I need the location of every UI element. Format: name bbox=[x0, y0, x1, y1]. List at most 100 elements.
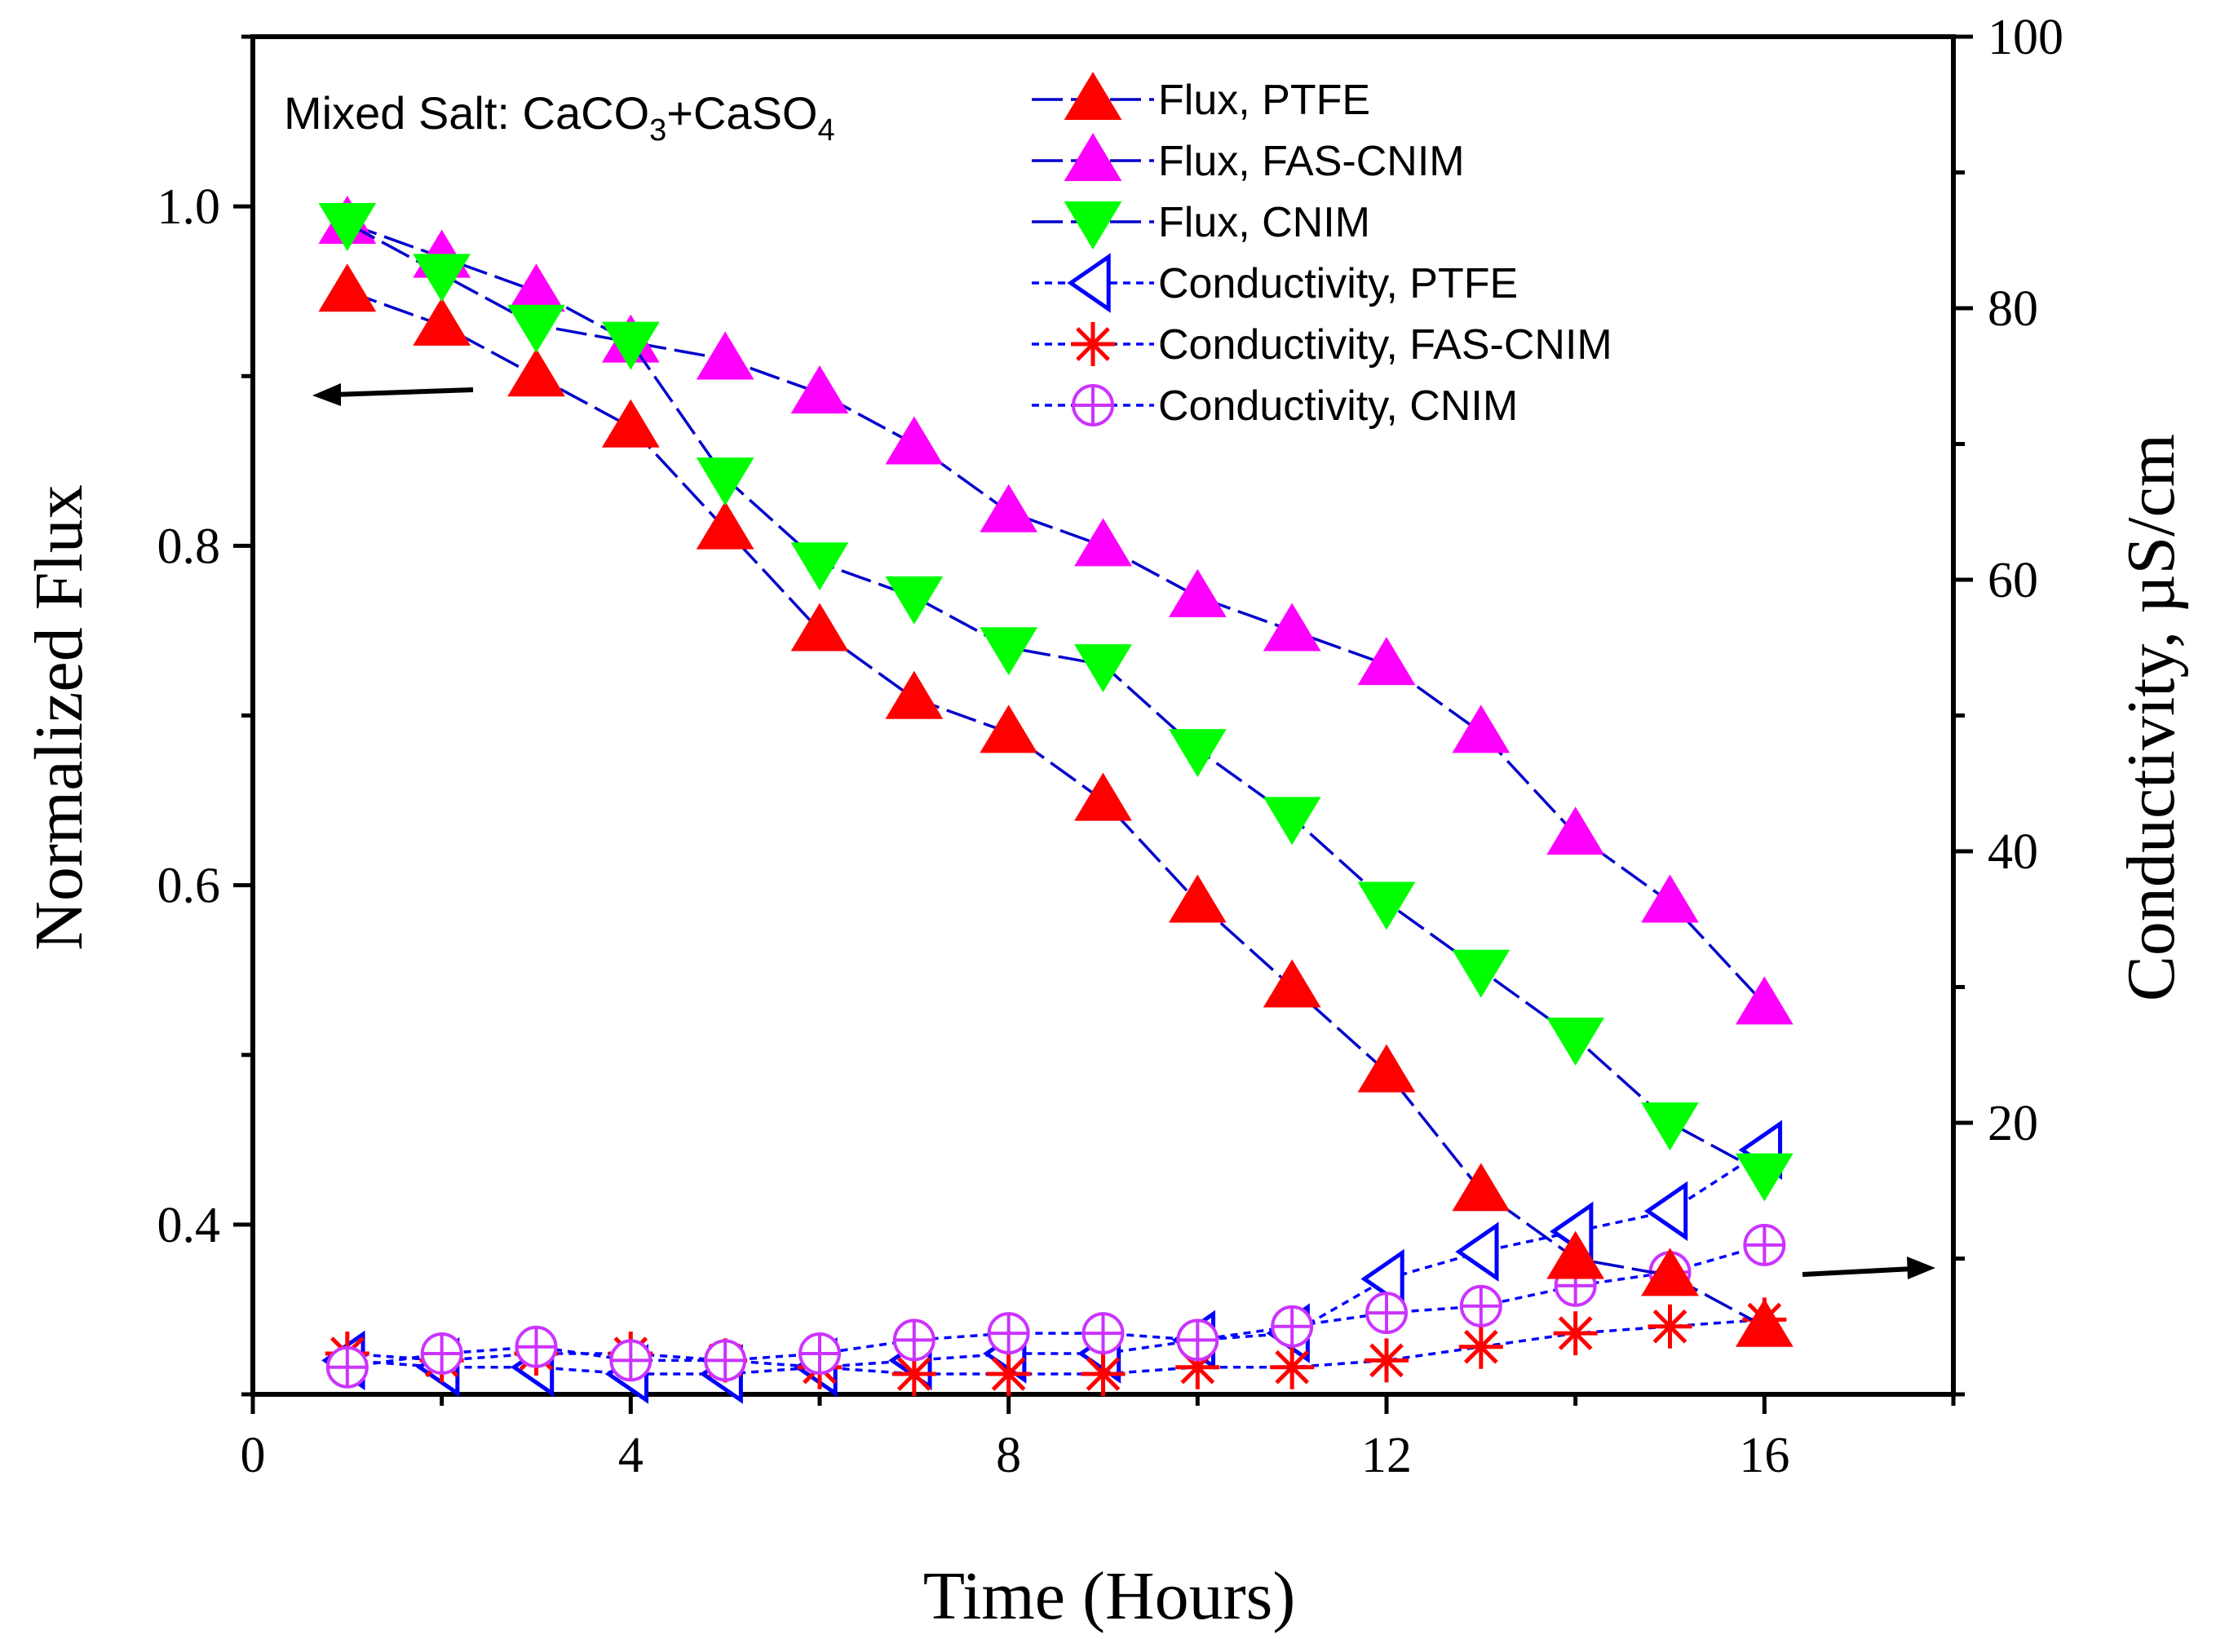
data-point bbox=[1263, 797, 1321, 846]
data-point bbox=[704, 1339, 747, 1382]
data-point bbox=[1735, 1153, 1794, 1202]
legend-item-flux-ptfe: Flux, PTFE bbox=[1032, 72, 1370, 124]
data-point bbox=[325, 1345, 369, 1389]
data-point bbox=[980, 627, 1038, 676]
y-tick-label: 0.8 bbox=[157, 519, 221, 574]
data-point bbox=[1452, 1163, 1511, 1212]
asterisk-stroke bbox=[1558, 1316, 1593, 1350]
data-point bbox=[1735, 976, 1794, 1025]
data-point bbox=[1641, 1102, 1699, 1151]
y2-tick-label: 80 bbox=[1988, 281, 2038, 337]
data-point bbox=[1452, 949, 1511, 998]
data-point bbox=[1271, 1305, 1314, 1348]
data-point bbox=[1452, 705, 1511, 753]
data-point bbox=[1168, 568, 1227, 617]
data-point bbox=[1081, 1312, 1125, 1355]
asterisk-stroke bbox=[1275, 1349, 1310, 1385]
y2-axis-title: Conductivity, µS/cm bbox=[2113, 434, 2189, 1001]
legend-label: Conductivity, PTFE bbox=[1158, 260, 1518, 307]
data-point bbox=[420, 1332, 463, 1376]
data-point bbox=[1641, 1248, 1699, 1296]
series-line bbox=[347, 1318, 1765, 1376]
data-point bbox=[1365, 1338, 1409, 1383]
data-point bbox=[1074, 644, 1132, 693]
data-point bbox=[892, 1319, 935, 1362]
asterisk-stroke bbox=[896, 1357, 931, 1391]
data-point bbox=[1074, 518, 1132, 567]
data-point bbox=[1064, 201, 1122, 250]
series-layer bbox=[318, 195, 1794, 1404]
annotation-prefix: Mixed Salt: CaCO bbox=[284, 87, 649, 139]
data-point bbox=[601, 399, 660, 448]
y-tick-label: 0.4 bbox=[157, 1198, 221, 1253]
data-point bbox=[1546, 1017, 1605, 1066]
asterisk-stroke bbox=[1076, 327, 1110, 361]
asterisk-stroke bbox=[1463, 1329, 1498, 1364]
data-point bbox=[1648, 1304, 1692, 1349]
data-point bbox=[1072, 384, 1114, 426]
annotation-mid: +CaSO bbox=[666, 87, 817, 139]
data-point bbox=[1081, 1352, 1126, 1397]
data-point bbox=[413, 254, 471, 303]
data-point bbox=[696, 457, 754, 506]
x-tick-label: 0 bbox=[241, 1428, 266, 1483]
asterisk-stroke bbox=[991, 1357, 1026, 1391]
asterisk-stroke bbox=[1369, 1343, 1404, 1378]
data-point bbox=[885, 670, 944, 719]
y2-tick-label: 60 bbox=[1988, 553, 2038, 608]
data-point bbox=[798, 1332, 841, 1376]
data-point bbox=[1365, 1292, 1408, 1335]
left-axis-arrow bbox=[312, 383, 474, 406]
asterisk-stroke bbox=[1086, 1357, 1121, 1391]
x-tick-label: 8 bbox=[996, 1428, 1021, 1483]
y2-tick-label: 20 bbox=[1988, 1096, 2038, 1151]
data-point bbox=[1263, 603, 1321, 652]
y-tick-label: 1.0 bbox=[157, 179, 221, 235]
legend-item-flux-fas-cnim: Flux, FAS-CNIM bbox=[1032, 133, 1465, 185]
data-point bbox=[790, 365, 849, 414]
asterisk-stroke bbox=[1652, 1309, 1687, 1344]
data-point bbox=[1459, 1284, 1502, 1327]
legend-label: Conductivity, CNIM bbox=[1158, 382, 1518, 430]
data-point bbox=[1263, 959, 1321, 1008]
data-point bbox=[1743, 1223, 1786, 1266]
series-line bbox=[347, 289, 1766, 1328]
series-flux-ptfe bbox=[318, 263, 1794, 1347]
x-axis-ticks: 0 4 8 12 16 bbox=[241, 1394, 1956, 1483]
right-axis-arrow bbox=[1802, 1257, 1935, 1279]
data-point bbox=[1643, 1181, 1688, 1241]
legend-item-conductivity-cnim: Conductivity, CNIM bbox=[1032, 382, 1518, 430]
data-point bbox=[1357, 637, 1416, 686]
data-point bbox=[609, 1339, 652, 1382]
legend-label: Conductivity, FAS-CNIM bbox=[1158, 321, 1612, 369]
series-line bbox=[347, 1243, 1765, 1369]
data-point bbox=[1270, 1345, 1315, 1389]
y-axis-title: Normalized Flux bbox=[21, 484, 97, 951]
data-point bbox=[318, 202, 377, 251]
series-line bbox=[347, 1148, 1766, 1376]
legend-item-conductivity-ptfe: Conductivity, PTFE bbox=[1032, 253, 1518, 313]
data-point bbox=[1357, 1044, 1416, 1093]
data-point bbox=[1067, 253, 1111, 313]
y2-axis-ticks: 20 40 60 80 100 bbox=[1953, 10, 2063, 1397]
x-tick-label: 12 bbox=[1361, 1428, 1412, 1483]
data-point bbox=[413, 297, 471, 346]
data-point bbox=[1074, 772, 1132, 821]
data-point bbox=[1735, 1298, 1794, 1347]
data-point bbox=[980, 484, 1038, 532]
legend-label: Flux, CNIM bbox=[1158, 199, 1370, 246]
data-point bbox=[507, 304, 565, 353]
series-flux-cnim bbox=[318, 202, 1794, 1202]
legend-item-conductivity-fas-cnim: Conductivity, FAS-CNIM bbox=[1032, 321, 1612, 369]
data-point bbox=[1546, 806, 1605, 855]
series-line bbox=[347, 222, 1766, 1005]
data-point bbox=[1357, 881, 1416, 930]
data-point bbox=[1553, 1311, 1598, 1356]
data-point bbox=[1546, 1230, 1605, 1279]
data-point bbox=[1064, 72, 1122, 120]
data-point bbox=[696, 331, 754, 380]
data-point bbox=[885, 576, 944, 625]
chart-annotation: Mixed Salt: CaCO3+CaSO4 bbox=[284, 87, 835, 148]
x-axis-title: Time (Hours) bbox=[923, 1558, 1296, 1634]
data-point bbox=[1458, 1324, 1503, 1369]
